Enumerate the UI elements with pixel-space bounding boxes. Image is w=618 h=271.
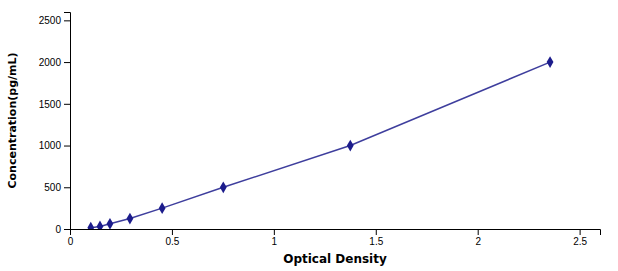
y-tick-label: 500 xyxy=(44,182,61,193)
y-tick-label: 1500 xyxy=(39,99,62,110)
x-tick-label: 2.5 xyxy=(573,236,587,247)
y-tick-label: 2000 xyxy=(39,57,62,68)
y-tick: 500 xyxy=(44,182,70,193)
point xyxy=(347,140,354,152)
x-tick-label: 0.5 xyxy=(165,236,179,247)
y-axis: 0 500 1000 1500 2000 2500 xyxy=(39,13,71,235)
y-tick-label: 2500 xyxy=(39,15,62,26)
y-tick: 1000 xyxy=(39,140,70,151)
y-tick-label: 1000 xyxy=(39,140,62,151)
point xyxy=(127,213,134,225)
x-tick: 1.5 xyxy=(369,229,383,247)
point xyxy=(87,222,94,229)
point xyxy=(220,181,227,193)
x-tick-label: 1 xyxy=(272,236,278,247)
y-tick: 2000 xyxy=(39,57,70,68)
marks xyxy=(87,56,553,229)
point xyxy=(107,218,114,229)
y-axis-title: Concentration(pg/mL) xyxy=(6,52,19,188)
x-tick-label: 0 xyxy=(68,236,74,247)
x-axis: 0 0.5 1 1.5 2 2.5 xyxy=(68,229,601,247)
x-tick-label: 2 xyxy=(475,236,481,247)
y-tick-mark xyxy=(64,62,70,63)
point xyxy=(97,221,104,229)
x-tick-mark xyxy=(376,229,377,235)
x-tick: 2 xyxy=(475,229,481,247)
x-tick-mark xyxy=(478,229,479,235)
x-axis-title: Optical Density xyxy=(283,252,387,266)
y-tick-label: 0 xyxy=(55,224,61,235)
y-tick: 0 xyxy=(55,224,70,235)
y-tick-mark xyxy=(64,229,70,230)
x-tick-label: 1.5 xyxy=(369,236,383,247)
y-tick-mark xyxy=(64,20,70,21)
y-tick: 1500 xyxy=(39,99,70,110)
x-tick-mark xyxy=(274,229,275,235)
y-tick: 2500 xyxy=(39,15,70,26)
plot: 0 0.5 1 1.5 2 2.5 0 500 1000 1500 2000 2500 xyxy=(39,13,601,248)
x-tick: 0.5 xyxy=(165,229,179,247)
point xyxy=(547,56,554,68)
y-tick-mark xyxy=(64,187,70,188)
y-tick-mark xyxy=(64,104,70,105)
y-axis-line xyxy=(64,13,71,230)
line xyxy=(91,62,550,228)
y-tick-mark xyxy=(64,146,70,147)
x-tick-mark xyxy=(172,229,173,235)
point xyxy=(159,202,166,214)
x-axis-line xyxy=(71,230,601,236)
x-tick: 2.5 xyxy=(573,229,587,247)
x-tick: 0 xyxy=(68,229,74,247)
x-tick-mark xyxy=(580,229,581,235)
chart: 0 0.5 1 1.5 2 2.5 0 500 1000 1500 2000 2500 Optical … xyxy=(0,0,618,271)
x-tick: 1 xyxy=(272,229,278,247)
